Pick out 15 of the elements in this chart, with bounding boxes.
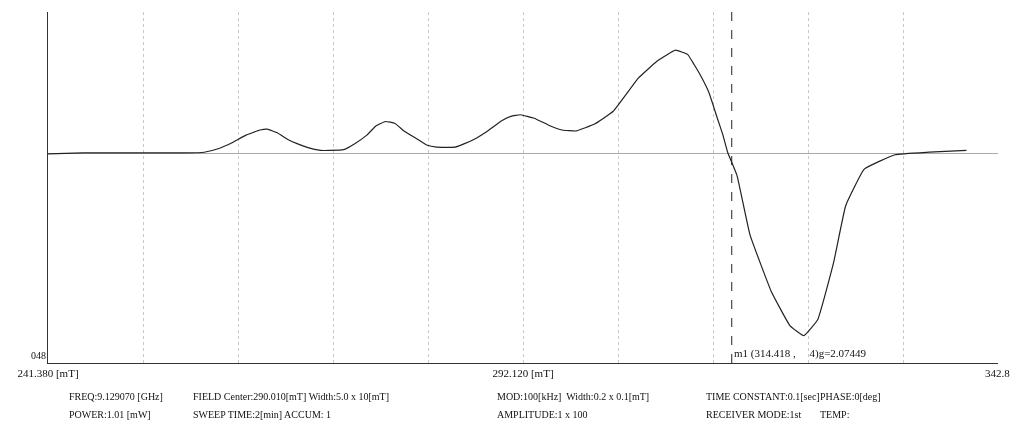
x-tick-label: 241.380 [mT] [17,367,79,380]
text: PHASE:0[deg] [820,391,881,402]
x-tick-label: 292.120 [mT] [492,367,554,380]
ref-line-label: m1 (314.418 , 4)g=2.07449 [734,347,867,360]
text: TIME CONSTANT:0.1[sec] [706,391,820,402]
text: 048 [31,350,46,361]
text: TEMP: [820,409,850,420]
text: AMPLITUDE:1 x 100 [497,409,588,420]
text: MOD:100[kHz] Width:0.2 x 0.1[mT] [497,391,650,402]
text: POWER:1.01 [mW] [69,409,151,420]
text: FREQ:9.129070 [GHz] [69,391,163,402]
text: RECEIVER MODE:1st [706,409,802,420]
text: FIELD Center:290.010[mT] Width:5.0 x 10[mT] [193,391,390,402]
text: SWEEP TIME:2[min] ACCUM: 1 [193,409,332,420]
x-tick-label: 342.8 [985,367,1011,380]
